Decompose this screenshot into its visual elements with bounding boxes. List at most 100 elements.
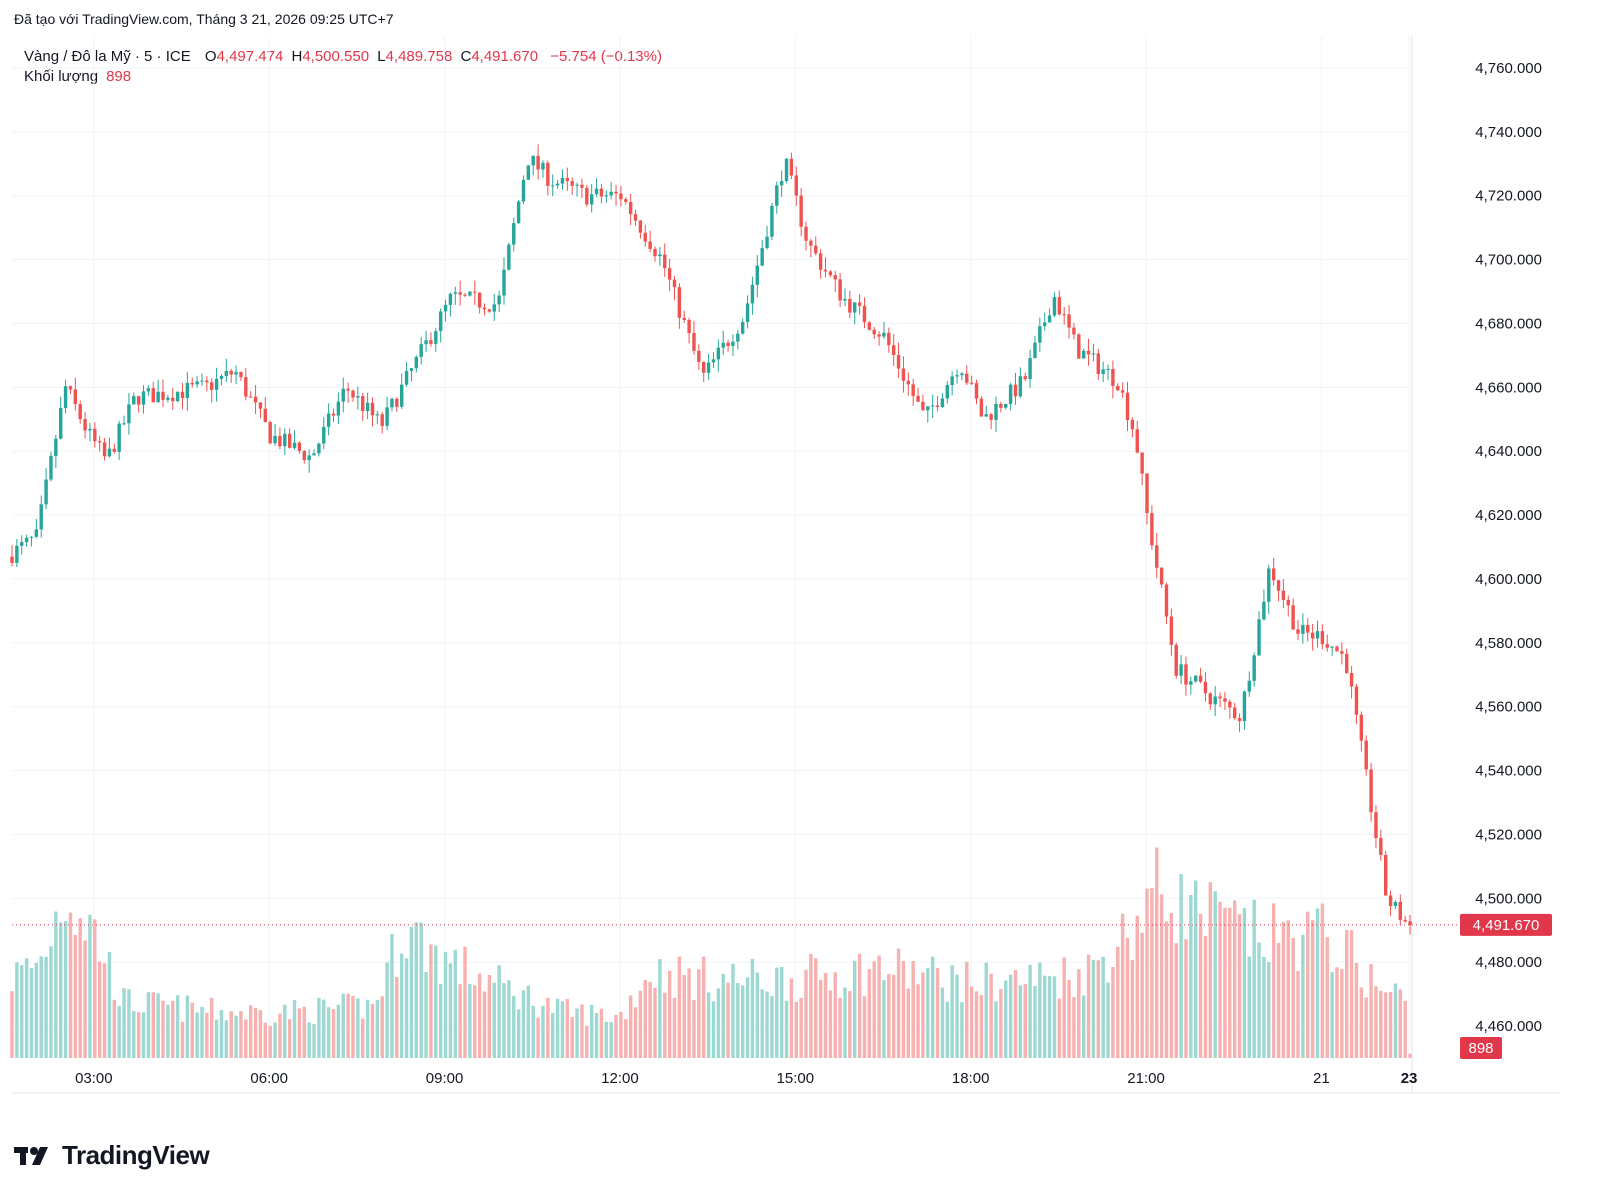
candle-body bbox=[97, 441, 102, 443]
volume-bar bbox=[205, 1012, 209, 1058]
volume-bar bbox=[585, 1026, 589, 1058]
volume-bar bbox=[1077, 969, 1081, 1058]
candle-body bbox=[341, 388, 345, 402]
candle-body bbox=[1237, 718, 1242, 722]
volume-bar bbox=[1047, 976, 1052, 1058]
candle-body bbox=[1057, 297, 1062, 315]
y-tick-label: 4,580.000 bbox=[1475, 635, 1542, 652]
candle-body bbox=[1310, 632, 1315, 639]
volume-bar bbox=[185, 995, 190, 1058]
candle-body bbox=[443, 304, 448, 312]
candle-body bbox=[1330, 646, 1334, 648]
volume-bar bbox=[804, 969, 808, 1058]
volume-bar bbox=[258, 1010, 263, 1058]
candle-body bbox=[151, 388, 155, 403]
candle-body bbox=[750, 284, 755, 304]
candle-body bbox=[1096, 353, 1100, 375]
candle-body bbox=[580, 184, 584, 188]
candle-body bbox=[1081, 350, 1086, 359]
candle-body bbox=[882, 332, 886, 337]
volume-bar bbox=[127, 989, 131, 1058]
candle-body bbox=[1159, 567, 1164, 585]
candle-body bbox=[1028, 358, 1032, 380]
volume-bar bbox=[1120, 913, 1125, 1058]
candle-body bbox=[473, 291, 477, 293]
candle-body bbox=[1140, 452, 1144, 474]
candle-body bbox=[1120, 390, 1125, 393]
candle-body bbox=[1179, 664, 1183, 676]
candle-body bbox=[390, 398, 394, 408]
volume-bar bbox=[702, 956, 706, 1058]
candle-body bbox=[877, 334, 881, 337]
candle-body bbox=[39, 504, 43, 530]
tradingview-logo[interactable]: TradingView bbox=[14, 1140, 210, 1171]
candle-body bbox=[619, 193, 623, 200]
volume-bar bbox=[1203, 935, 1208, 1058]
candle-body bbox=[546, 162, 550, 186]
volume-bar bbox=[711, 1001, 716, 1058]
volume-bar bbox=[477, 973, 482, 1058]
volume-bar bbox=[1169, 913, 1174, 1058]
volume-bar bbox=[999, 989, 1003, 1058]
volume-bar bbox=[750, 958, 755, 1058]
candle-body bbox=[15, 545, 19, 563]
volume-bar bbox=[136, 1012, 141, 1058]
candle-body bbox=[210, 382, 214, 390]
y-tick-label: 4,760.000 bbox=[1475, 60, 1542, 77]
x-tick-label: 09:00 bbox=[426, 1070, 464, 1087]
candle-body bbox=[775, 185, 779, 206]
candle-body bbox=[166, 397, 170, 400]
volume-bar bbox=[283, 1004, 287, 1058]
candle-body bbox=[716, 347, 721, 360]
candle-body bbox=[1047, 315, 1052, 323]
volume-bar bbox=[565, 999, 570, 1058]
volume-bar bbox=[697, 969, 701, 1058]
candle-body bbox=[955, 375, 959, 377]
candle-body bbox=[794, 175, 798, 196]
volume-bar bbox=[273, 1022, 277, 1058]
candle-body bbox=[112, 448, 117, 452]
volume-bar bbox=[122, 988, 126, 1058]
volume-bar bbox=[117, 1006, 121, 1058]
candle-body bbox=[638, 220, 643, 233]
candle-body bbox=[531, 155, 535, 166]
candle-body bbox=[628, 201, 633, 215]
volume-bar bbox=[877, 955, 881, 1058]
candle-body bbox=[1062, 314, 1066, 316]
candle-body bbox=[926, 406, 930, 411]
volume-bar bbox=[166, 1004, 170, 1058]
candle-body bbox=[117, 423, 121, 452]
candle-body bbox=[526, 165, 531, 180]
volume-bar bbox=[361, 1018, 365, 1058]
volume-bar bbox=[29, 968, 34, 1058]
candle-body bbox=[195, 381, 199, 385]
candle-body bbox=[1286, 599, 1290, 606]
candle-body bbox=[132, 396, 136, 405]
candle-body bbox=[565, 177, 570, 182]
volume-bar bbox=[965, 961, 969, 1058]
volume-label[interactable]: Khối lượng bbox=[24, 68, 99, 85]
volume-bar bbox=[34, 962, 39, 1058]
candle-body bbox=[1393, 901, 1398, 906]
candle-body bbox=[492, 304, 496, 312]
volume-bar bbox=[171, 1000, 175, 1058]
candle-body bbox=[214, 378, 219, 390]
candle-body bbox=[292, 442, 297, 448]
volume-bar bbox=[755, 972, 760, 1058]
candle-body bbox=[404, 370, 409, 385]
candle-body bbox=[93, 428, 97, 442]
volume-bar bbox=[594, 1013, 599, 1058]
price-chart[interactable]: 4,760.000 4,740.000 4,720.000 4,700.000 4,68… bbox=[0, 0, 1600, 1130]
candle-body bbox=[185, 382, 190, 399]
candle-body bbox=[1203, 681, 1208, 694]
candle-body bbox=[760, 248, 764, 266]
candle-body bbox=[20, 542, 24, 546]
volume-bar bbox=[424, 971, 428, 1058]
volume-bar bbox=[244, 1019, 248, 1058]
candle-body bbox=[1262, 601, 1266, 620]
candle-body bbox=[1306, 624, 1310, 633]
volume-bar bbox=[83, 940, 87, 1058]
y-tick-label: 4,700.000 bbox=[1475, 252, 1542, 269]
symbol-label[interactable]: Vàng / Đô la Mỹ · 5 · ICE bbox=[24, 48, 191, 65]
candle-body bbox=[463, 294, 467, 296]
